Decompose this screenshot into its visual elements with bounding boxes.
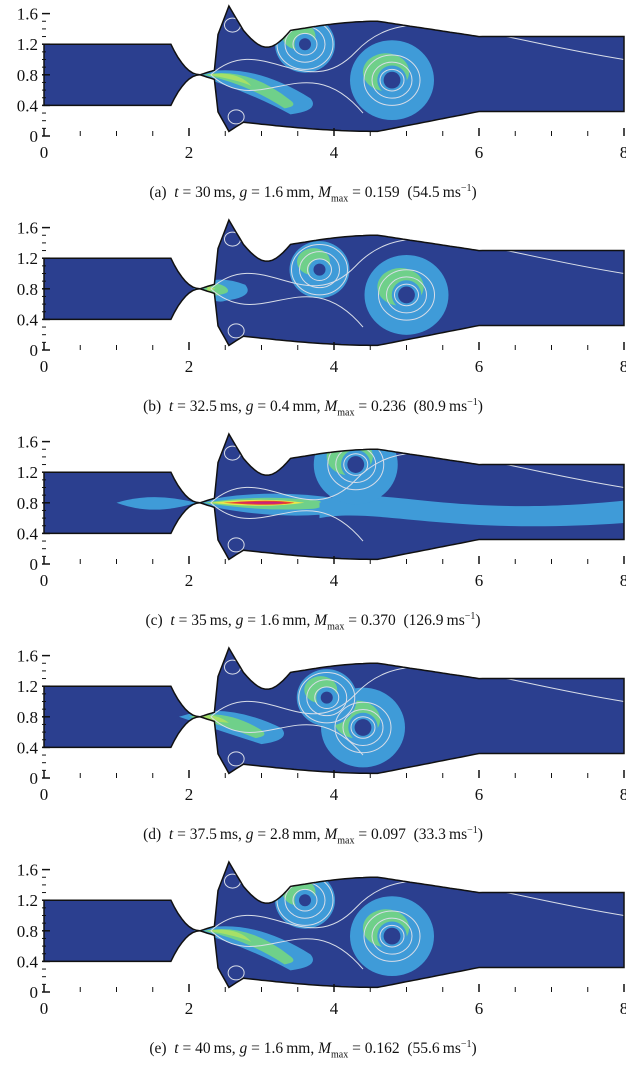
x-tick-label: 6	[475, 357, 484, 376]
x-tick-label: 0	[40, 357, 49, 376]
panel-b: 0 0.4 0.8 1.2 1.6 0 2 4 6 8 (b) t = 32.5 ms, g = 0…	[0, 214, 626, 428]
flow-domain	[44, 6, 624, 132]
contour-plot: 0 0.4 0.8 1.2 1.6 0 2 4 6 8	[17, 218, 626, 376]
tube-outline	[43, 646, 625, 775]
x-tick-label: 6	[475, 785, 484, 804]
y-tick-label: 0.8	[17, 66, 38, 85]
x-tick-label: 4	[330, 571, 339, 590]
x-tick-label: 8	[620, 999, 626, 1018]
panel-e: 0 0.4 0.8 1.2 1.6 0 2 4 6 8 (e) t = 40 ms, g = 1.6…	[0, 856, 626, 1070]
streamlines	[210, 231, 624, 339]
x-tick-label: 8	[620, 571, 626, 590]
y-tick-label: 1.6	[17, 5, 38, 24]
y-tick-label: 1.6	[17, 647, 38, 666]
x-tick-label: 2	[185, 571, 194, 590]
y-tick-label: 1.6	[17, 219, 38, 238]
y-tick-label: 0	[30, 555, 39, 574]
x-tick-label: 0	[40, 785, 49, 804]
x-tick-label: 8	[620, 357, 626, 376]
panel-caption: (e) t = 40 ms, g = 1.6 mm, Mmax = 0.162 …	[149, 1039, 477, 1061]
tube-outline	[43, 432, 625, 561]
y-tick-label: 1.6	[17, 433, 38, 452]
contour-plot: 0 0.4 0.8 1.2 1.6 0 2 4 6 8	[17, 646, 626, 804]
x-tick-label: 6	[475, 999, 484, 1018]
x-tick-label: 6	[475, 571, 484, 590]
y-tick-label: 1.2	[17, 677, 38, 696]
tube-outline	[43, 218, 625, 347]
y-tick-label: 1.2	[17, 891, 38, 910]
y-tick-label: 0.4	[17, 96, 39, 115]
x-tick-label: 0	[40, 999, 49, 1018]
panel-c: 0 0.4 0.8 1.2 1.6 0 2 4 6 8 (c) t = 35 ms, g = 1.6…	[0, 428, 626, 642]
y-tick-label: 0.8	[17, 494, 38, 513]
x-tick-label: 0	[40, 143, 49, 162]
tube-outline	[43, 4, 625, 133]
x-tick-label: 6	[475, 143, 484, 162]
x-tick-label: 4	[330, 357, 339, 376]
y-tick-label: 1.2	[17, 249, 38, 268]
y-tick-label: 0.4	[17, 952, 39, 971]
streamlines	[210, 659, 624, 767]
x-tick-label: 2	[185, 143, 194, 162]
panel-a: 0 0.4 0.8 1.2 1.6 0 2 4 6 8 (a) t = 30 ms, g = 1.6…	[0, 0, 626, 214]
y-tick-label: 0	[30, 341, 39, 360]
y-tick-label: 1.6	[17, 861, 38, 880]
streamlines	[210, 17, 624, 125]
y-tick-label: 0.8	[17, 280, 38, 299]
x-tick-label: 8	[620, 785, 626, 804]
panel-caption: (d) t = 37.5 ms, g = 2.8 mm, Mmax = 0.09…	[143, 825, 483, 847]
y-tick-label: 0	[30, 127, 39, 146]
x-tick-label: 4	[330, 785, 339, 804]
y-tick-label: 0.4	[17, 738, 39, 757]
y-tick-label: 1.2	[17, 463, 38, 482]
panel-caption: (b) t = 32.5 ms, g = 0.4 mm, Mmax = 0.23…	[143, 397, 483, 419]
contour-plot: 0 0.4 0.8 1.2 1.6 0 2 4 6 8	[17, 432, 626, 590]
contour-plot: 0 0.4 0.8 1.2 1.6 0 2 4 6 8	[17, 860, 626, 1018]
y-tick-label: 0.4	[17, 310, 39, 329]
panel-d: 0 0.4 0.8 1.2 1.6 0 2 4 6 8 (d) t = 37.5 ms, g = 2…	[0, 642, 626, 856]
x-tick-label: 4	[330, 143, 339, 162]
tube-outline	[43, 860, 625, 989]
flow-domain	[44, 862, 624, 988]
y-tick-label: 0.8	[17, 922, 38, 941]
y-tick-label: 0.8	[17, 708, 38, 727]
y-tick-label: 0	[30, 983, 39, 1002]
x-tick-label: 4	[330, 999, 339, 1018]
x-tick-label: 0	[40, 571, 49, 590]
x-tick-label: 8	[620, 143, 626, 162]
x-tick-label: 2	[185, 357, 194, 376]
streamlines	[210, 438, 624, 553]
panel-caption: (a) t = 30 ms, g = 1.6 mm, Mmax = 0.159 …	[149, 183, 477, 205]
y-tick-label: 1.2	[17, 35, 38, 54]
panel-caption: (c) t = 35 ms, g = 1.6 mm, Mmax = 0.370 …	[145, 611, 481, 633]
contour-plot: 0 0.4 0.8 1.2 1.6 0 2 4 6 8	[17, 4, 626, 162]
y-tick-label: 0.4	[17, 524, 39, 543]
x-tick-label: 2	[185, 785, 194, 804]
x-tick-label: 2	[185, 999, 194, 1018]
y-tick-label: 0	[30, 769, 39, 788]
